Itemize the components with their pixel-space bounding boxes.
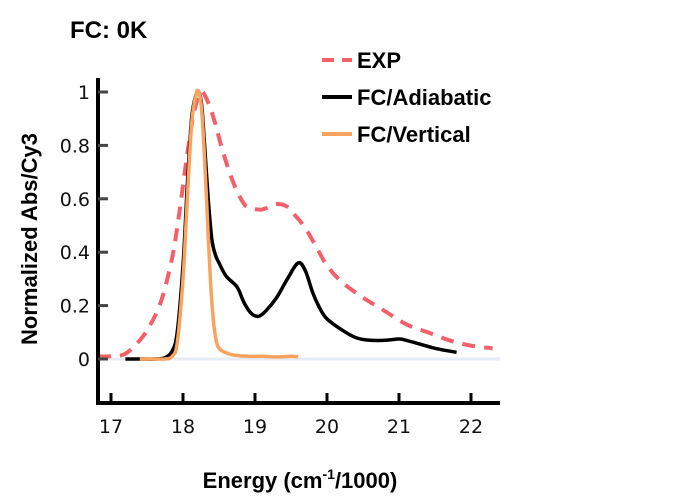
x-ticks: 17 18 19 20 21 22	[99, 393, 483, 438]
legend-label: FC/Vertical	[357, 122, 471, 147]
x-axis-label-main: Energy (cm	[203, 468, 323, 493]
y-axis: 0 0.2 0.4 0.6 0.8 1	[60, 78, 108, 405]
x-axis-label-tail: /1000)	[335, 468, 397, 493]
legend: EXP FC/Adiabatic FC/Vertical	[322, 48, 491, 147]
x-tick-label: 18	[171, 416, 195, 438]
legend-label: FC/Adiabatic	[357, 85, 491, 110]
y-ticks: 0 0.2 0.4 0.6 0.8 1	[60, 82, 108, 371]
series-line-fc-vertical	[139, 88, 299, 361]
legend-item-fc-adiabatic: FC/Adiabatic	[322, 85, 491, 110]
y-tick-label: 0.6	[60, 189, 90, 211]
plot-area	[97, 88, 500, 361]
x-tick-label: 17	[99, 416, 123, 438]
x-tick-label: 21	[387, 416, 411, 438]
series-line-exp	[97, 89, 493, 359]
x-tick-label: 19	[243, 416, 267, 438]
y-tick-label: 0.8	[60, 135, 90, 157]
x-axis-label: Energy (cm-1/1000)	[203, 466, 398, 493]
y-tick-label: 0.2	[60, 296, 90, 318]
chart-title: FC: 0K	[70, 17, 148, 44]
legend-label: EXP	[357, 48, 401, 73]
y-tick-label: 0.4	[60, 242, 90, 264]
legend-item-exp: EXP	[322, 48, 401, 73]
x-axis: 17 18 19 20 21 22	[96, 393, 500, 438]
y-axis-label: Normalized Abs/Cy3	[17, 133, 42, 345]
series-layer	[97, 88, 493, 361]
y-tick-label: 0	[78, 349, 90, 371]
x-tick-label: 20	[315, 416, 339, 438]
y-tick-label: 1	[78, 82, 90, 104]
legend-item-fc-vertical: FC/Vertical	[322, 122, 471, 147]
x-tick-label: 22	[459, 416, 483, 438]
x-axis-label-superscript: -1	[322, 466, 335, 482]
